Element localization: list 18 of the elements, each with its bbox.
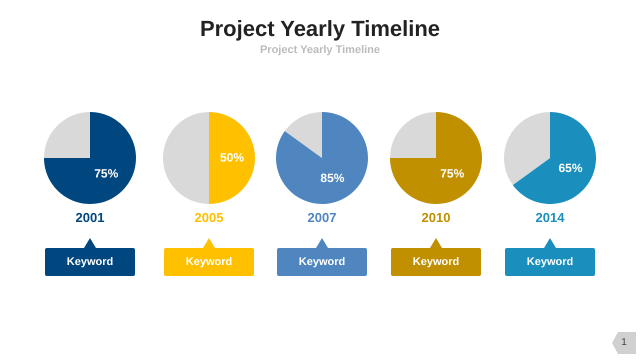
data-label: 75% xyxy=(440,166,465,181)
data-label: 50% xyxy=(220,150,244,164)
text: 1 xyxy=(612,332,636,354)
data-label: 65% xyxy=(558,160,583,175)
text: Project Yearly Timeline xyxy=(258,44,382,56)
text: 2005 xyxy=(194,210,224,225)
text: Keyword xyxy=(164,248,254,276)
text: Keyword xyxy=(505,248,595,276)
text: 2010 xyxy=(420,210,452,225)
text: Keyword xyxy=(391,248,481,276)
text: Keyword xyxy=(277,248,367,276)
text: 2014 xyxy=(534,210,566,225)
text: 2007 xyxy=(306,210,338,225)
text: 2001 xyxy=(74,210,106,225)
text: Project Yearly Timeline xyxy=(198,16,442,42)
data-label: 75% xyxy=(94,166,119,181)
text: Keyword xyxy=(45,248,135,276)
data-label: 85% xyxy=(320,170,345,185)
